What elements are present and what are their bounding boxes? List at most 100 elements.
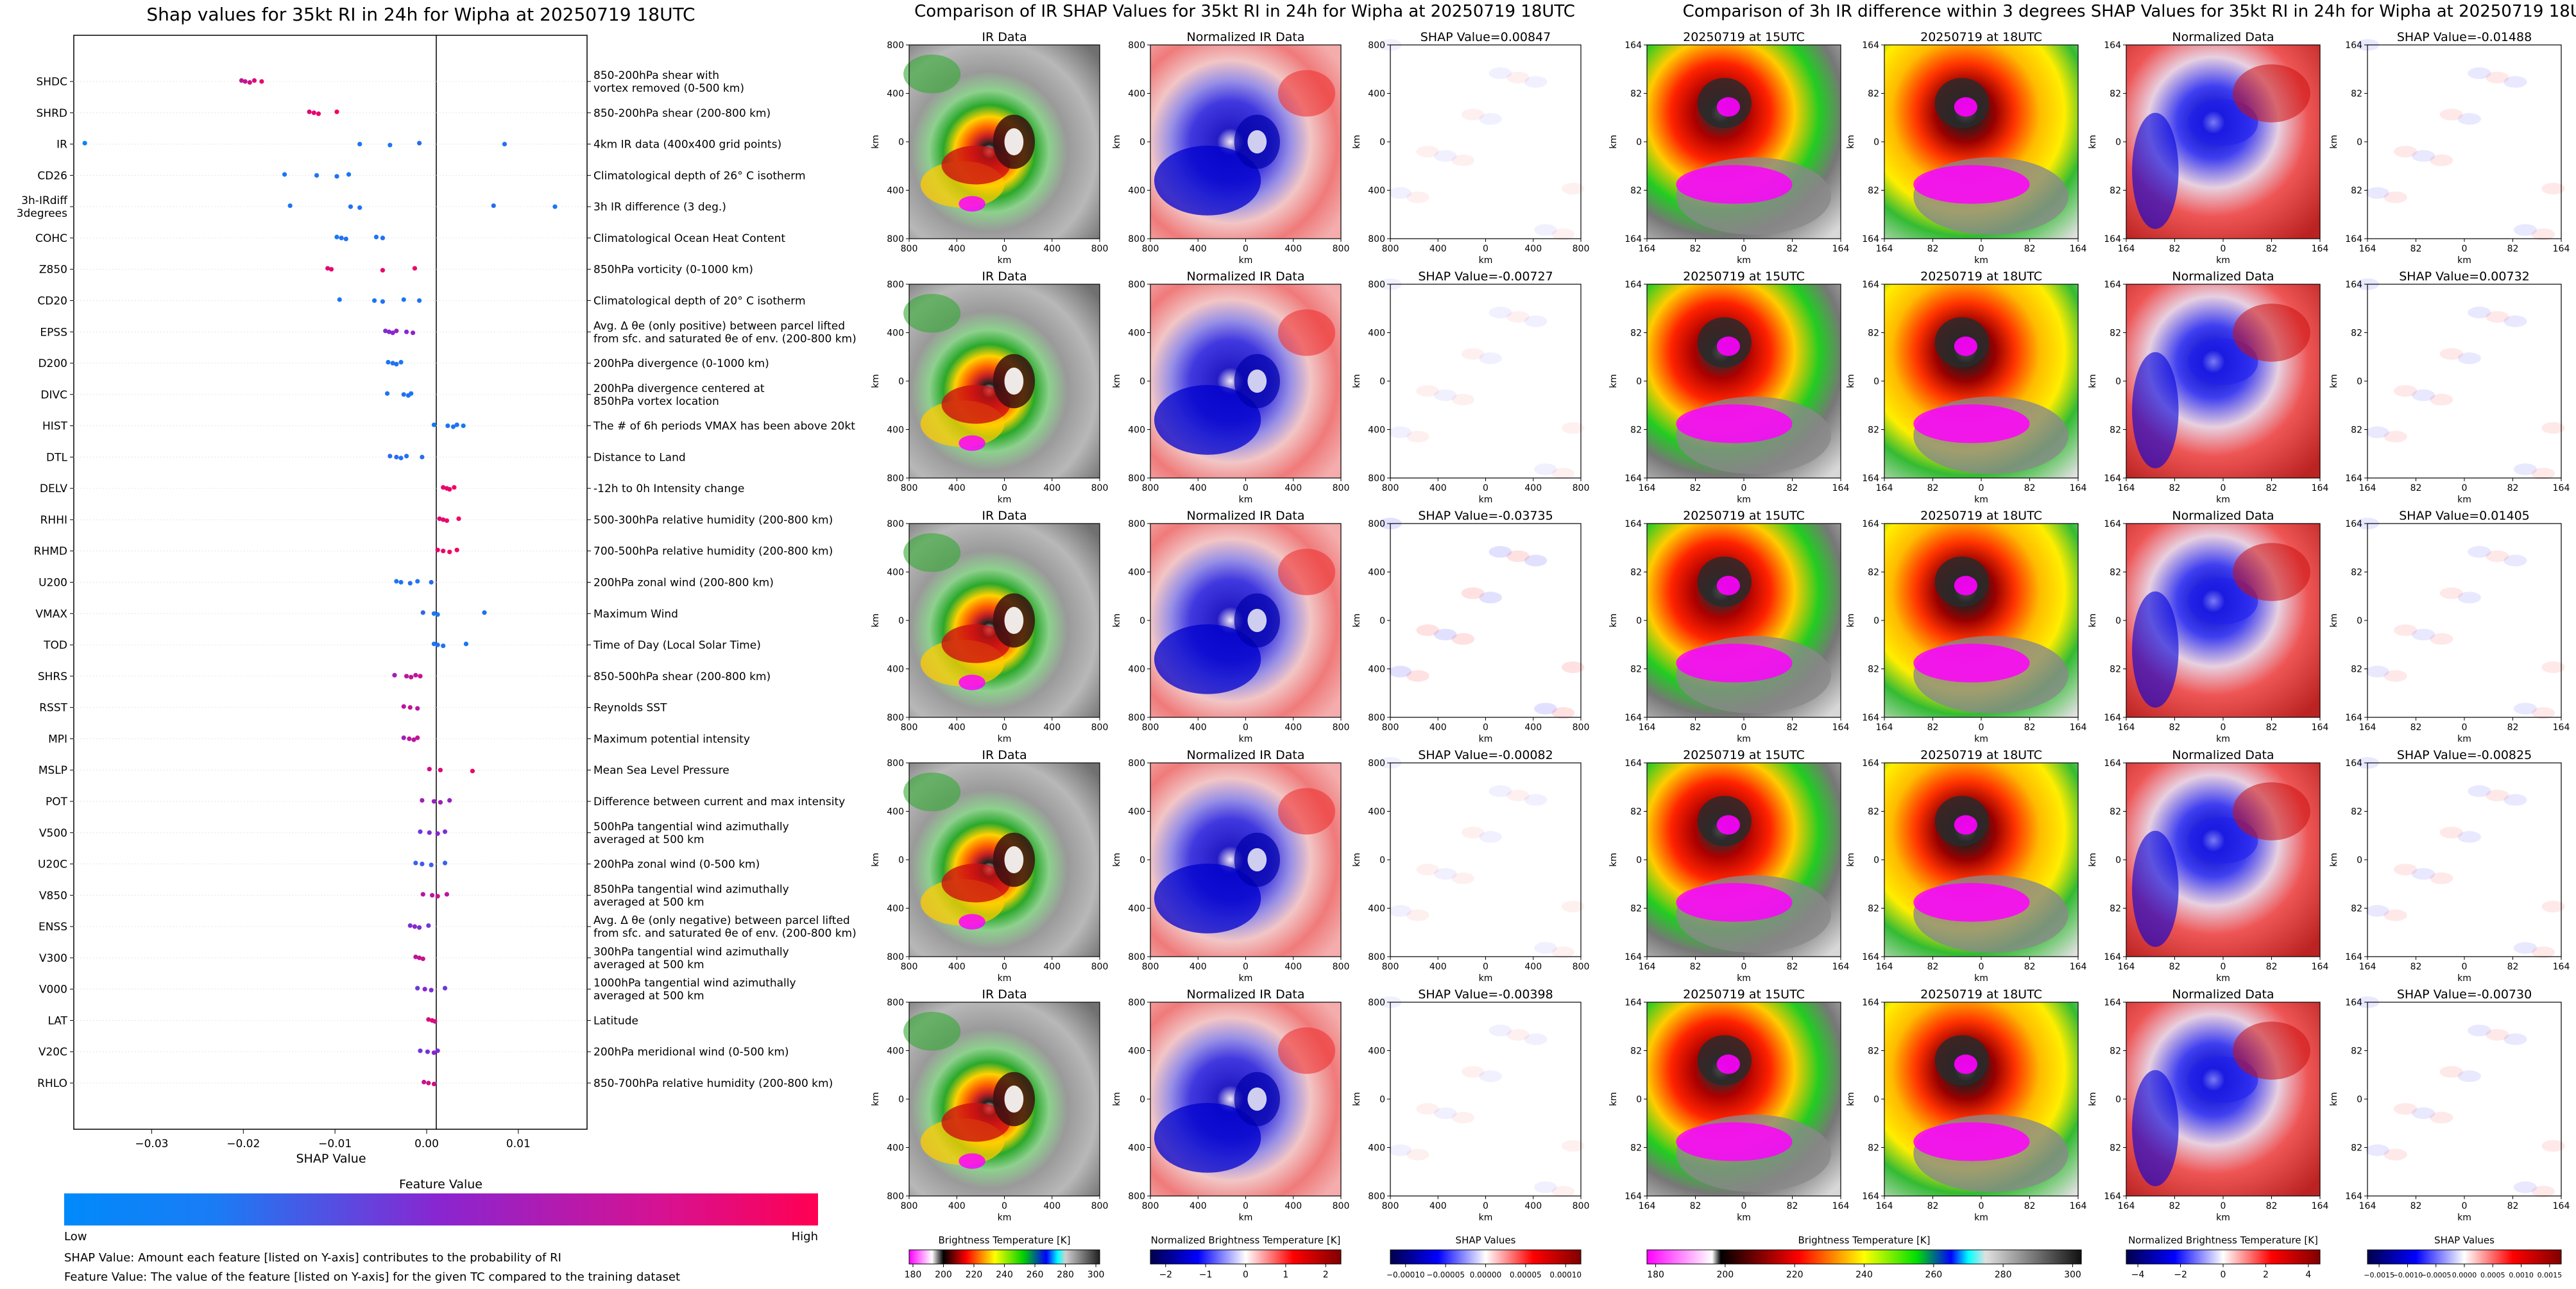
colorbar-tick-label: −4 [2131, 1270, 2145, 1280]
y-axis-label: km [2088, 374, 2098, 388]
x-tick-label: 164 [1832, 1201, 1850, 1211]
y-tick-label: 800 [1368, 280, 1385, 290]
shap-point [409, 391, 414, 396]
y-tick-label: 400 [887, 568, 904, 578]
shap-point [415, 735, 420, 740]
shap-point [282, 172, 287, 177]
y-tick-label: 400 [1128, 1143, 1145, 1154]
shap-point [431, 1081, 437, 1087]
y-tick-label: 164 [2104, 758, 2121, 769]
x-tick-label: 0 [1741, 244, 1747, 254]
x-tick-label: 164 [1876, 1201, 1893, 1211]
x-tick-label: 800 [1382, 962, 1399, 972]
y-axis-label: km [871, 374, 881, 388]
colorbar [908, 1249, 1100, 1265]
shap-point [432, 1019, 438, 1024]
colorbar-label: SHAP Values [2434, 1234, 2495, 1246]
y-tick-label: 800 [1128, 280, 1145, 290]
x-tick-label: 400 [1043, 962, 1061, 972]
y-tick-label: 164 [2104, 952, 2121, 962]
x-tick-label: 82 [1927, 483, 1939, 493]
shap-point [398, 359, 404, 365]
map-subplot: SHAP Value=-0.01488164164828200828216416… [2329, 30, 2570, 266]
shap-point [416, 298, 422, 303]
subplot-title: Normalized Data [2172, 748, 2274, 762]
y-tick-label: 400 [887, 89, 904, 99]
colorbar-tick-label: 0.0005 [2480, 1271, 2505, 1279]
x-tick-label: 0 [2462, 483, 2468, 493]
x-tick-label: 164 [2312, 1201, 2329, 1211]
shap-point [441, 517, 446, 522]
y-axis-label: km [871, 1092, 881, 1106]
subplot-title: 20250719 at 15UTC [1683, 748, 1805, 762]
y-tick-label: 164 [2345, 280, 2362, 290]
x-tick-label: 164 [2312, 483, 2329, 493]
y-tick-label: 164 [1625, 952, 1642, 962]
x-tick-label: −0.01 [318, 1138, 352, 1150]
shap-point [334, 234, 339, 240]
x-tick-label: 0 [1002, 483, 1007, 493]
x-tick-label: 82 [2507, 483, 2519, 493]
shap-point [420, 454, 425, 459]
x-axis-label: km [998, 734, 1012, 744]
feature-description: 850-500hPa shear (200-800 km) [593, 670, 771, 683]
y-tick-label: 800 [1128, 998, 1145, 1008]
shap-point [415, 706, 420, 711]
feature-name-label: V000 [39, 984, 67, 996]
y-tick-label: 800 [1128, 519, 1145, 529]
x-tick-label: 0 [1243, 1201, 1249, 1211]
feature-name-label: V500 [39, 827, 67, 840]
y-tick-label: 0 [1873, 137, 1879, 148]
map-subplot: Normalized IR Data8008004004000040040080… [1112, 987, 1349, 1223]
x-tick-label: 164 [2070, 722, 2087, 733]
x-tick-label: 164 [1639, 244, 1656, 254]
shap-point [429, 862, 434, 867]
shap-point [463, 641, 469, 647]
x-axis-label: km [2457, 1213, 2471, 1223]
shap-image [2367, 45, 2561, 239]
colorbar-label: SHAP Values [1456, 1234, 1516, 1246]
feature-name-label: IR [56, 139, 67, 151]
colorbar-tick-label: 2 [2263, 1270, 2269, 1280]
x-tick-label: 164 [1876, 483, 1893, 493]
y-tick-label: 400 [1128, 568, 1145, 578]
y-tick-label: 164 [1862, 40, 1879, 51]
colorbar-title: Feature Value [399, 1177, 482, 1191]
x-axis-label: km [1239, 734, 1253, 744]
map-subplot: SHAP Value=-0.00398800800400400004004008… [1352, 987, 1589, 1223]
shap-point [401, 704, 406, 709]
y-tick-label: 800 [1128, 758, 1145, 769]
x-tick-label: 164 [1832, 244, 1850, 254]
map-subplot: Normalized Data1641648282008282164164kmk… [2088, 269, 2328, 505]
y-tick-label: 400 [1128, 807, 1145, 817]
shap-point [418, 829, 423, 834]
shap-point [435, 612, 440, 617]
y-axis-label: km [1846, 853, 1856, 867]
y-tick-label: 82 [1630, 89, 1642, 99]
map-subplot: SHAP Value=-0.03735800800400400004004008… [1352, 509, 1589, 744]
map-subplot: 20250719 at 18UTC1641648282008282164164k… [1846, 509, 2086, 744]
feature-description: Climatological depth of 20° C isotherm [593, 295, 806, 307]
x-tick-label: 82 [2024, 244, 2036, 254]
y-tick-label: 82 [2351, 904, 2362, 914]
y-tick-label: 0 [2115, 855, 2121, 866]
shap-point [407, 923, 413, 928]
shap-point [429, 987, 434, 993]
y-tick-label: 400 [1368, 89, 1385, 99]
subplot-title: SHAP Value=-0.00082 [1418, 748, 1553, 762]
subplot-title: SHAP Value=-0.03735 [1418, 509, 1553, 523]
feature-name-label: TOD [43, 639, 67, 652]
y-tick-label: 800 [887, 519, 904, 529]
feature-description: 200hPa meridional wind (0-500 km) [593, 1046, 789, 1059]
x-tick-label: 164 [2359, 962, 2376, 972]
colorbar [2367, 1249, 2562, 1265]
y-tick-label: 800 [887, 280, 904, 290]
x-tick-label: 400 [1190, 483, 1207, 493]
y-tick-label: 82 [1630, 807, 1642, 817]
x-tick-label: 0 [1243, 722, 1249, 733]
shap-image [2367, 284, 2561, 478]
feature-description: Distance to Land [593, 451, 686, 464]
x-tick-label: 800 [1382, 722, 1399, 733]
x-tick-label: 82 [1690, 962, 1702, 972]
map-subplot: 20250719 at 18UTC1641648282008282164164k… [1846, 269, 2086, 505]
